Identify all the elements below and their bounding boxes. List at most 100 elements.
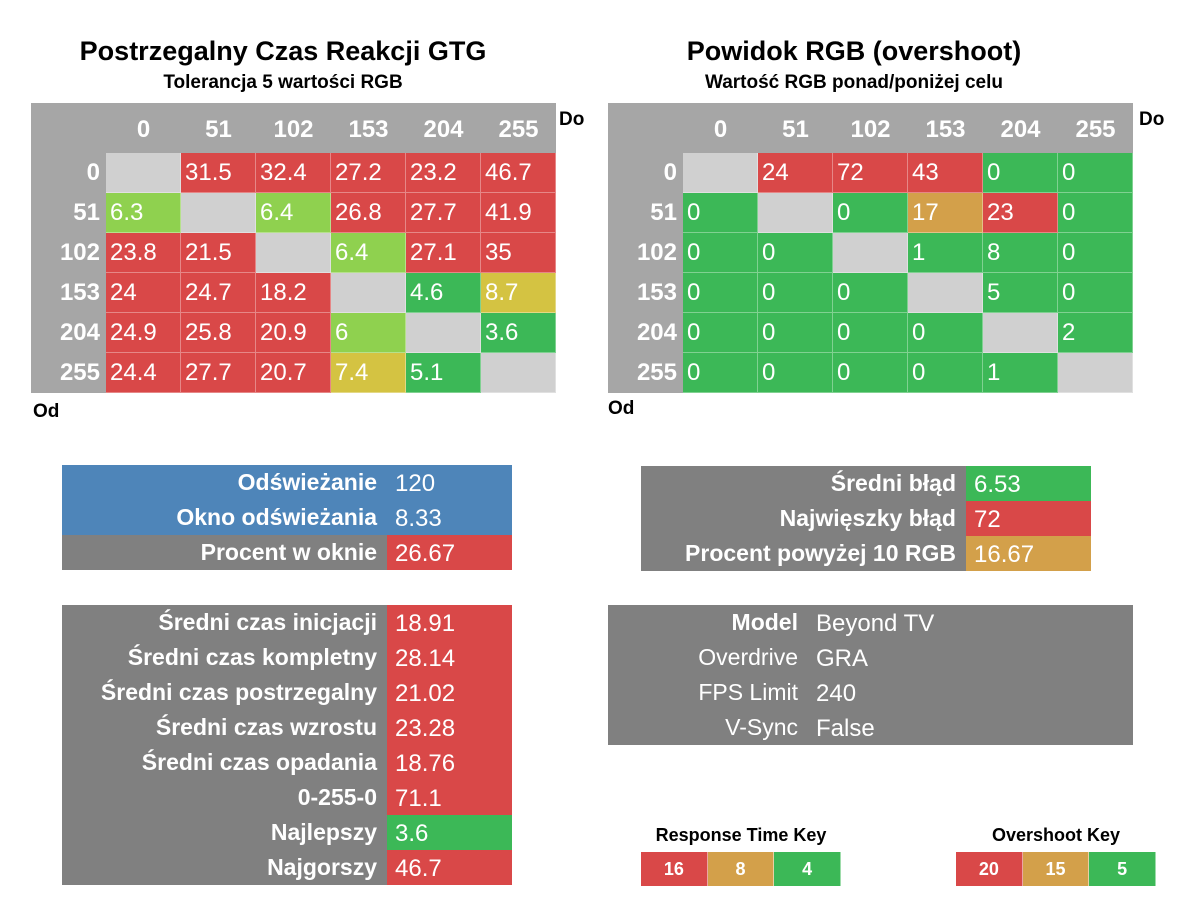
panel-row: Średni czas inicjacji 18.91 <box>62 605 512 640</box>
panel-label: Średni czas wzrostu <box>62 710 387 745</box>
panel-label: Procent w oknie <box>62 535 387 570</box>
row-header: 51 <box>650 199 677 226</box>
heatmap-cell: 0 <box>908 353 983 393</box>
row-header: 153 <box>59 279 100 306</box>
heatmap-cell: 0 <box>758 273 833 313</box>
panel-label: Średni czas kompletny <box>62 640 387 675</box>
panel-label: Procent powyżej 10 RGB <box>641 536 966 571</box>
diagonal-cell <box>833 233 908 273</box>
response-time-key-title: Response Time Key <box>655 825 827 845</box>
key-cell: 4 <box>774 852 841 886</box>
heatmap-cell: 3.6 <box>481 313 556 353</box>
row-header: 0 <box>86 159 100 186</box>
column-header: 153 <box>925 116 966 143</box>
column-header: 102 <box>273 116 314 143</box>
heatmap-cell: 23 <box>983 193 1058 233</box>
overshoot-to-label: Do <box>1139 109 1165 130</box>
column-header: 0 <box>713 116 728 143</box>
panel-row: Okno odświeżania 8.33 <box>62 500 512 535</box>
heatmap-cell: 20.9 <box>256 313 331 353</box>
panel-label: Overdrive <box>608 640 808 675</box>
heatmap-cell: 43 <box>908 153 983 193</box>
row-header: 0 <box>663 159 677 186</box>
column-header: 51 <box>782 116 809 143</box>
heatmap-cell: 27.1 <box>406 233 481 273</box>
overshoot-key-title: Overshoot Key <box>991 825 1121 845</box>
response-time-subtitle: Tolerancja 5 wartości RGB <box>163 72 403 93</box>
panel-row: Średni czas postrzegalny 21.02 <box>62 675 512 710</box>
panel-value: Beyond TV <box>808 605 1133 640</box>
row-header: 204 <box>59 319 100 346</box>
heatmap-cell: 17 <box>908 193 983 233</box>
heatmap-cell: 0 <box>683 313 758 353</box>
heatmap-cell: 6.4 <box>256 193 331 233</box>
panel-label: Okno odświeżania <box>62 500 387 535</box>
diagonal-cell <box>683 153 758 193</box>
panel-value: 71.1 <box>387 780 512 815</box>
overshoot-error-panel: Średni błąd 6.53 Najwięszky błąd 72 Procent … <box>641 466 1091 571</box>
overshoot-title: Powidok RGB (overshoot) <box>686 36 1022 66</box>
panel-row: Procent powyżej 10 RGB 16.67 <box>641 536 1091 571</box>
panel-value: 240 <box>808 675 1133 710</box>
heatmap-cell: 5.1 <box>406 353 481 393</box>
panel-value: 23.28 <box>387 710 512 745</box>
response-time-heatmap: 0 51 102 153 204 255 0 31.5 32.4 27.2 23.2 46.7 51 6.… <box>31 103 556 393</box>
panel-value: 46.7 <box>387 850 512 885</box>
key-cell: 5 <box>1089 852 1156 886</box>
panel-label: Odświeżanie <box>62 465 387 500</box>
column-header: 0 <box>136 116 151 143</box>
heatmap-cell: 27.7 <box>181 353 256 393</box>
column-header: 255 <box>498 116 539 143</box>
heatmap-cell: 4.6 <box>406 273 481 313</box>
heatmap-cell: 6.4 <box>331 233 406 273</box>
response-time-title: Postrzegalny Czas Reakcji GTG <box>79 36 487 66</box>
panel-row: Odświeżanie 120 <box>62 465 512 500</box>
heatmap-cell: 27.7 <box>406 193 481 233</box>
heatmap-cell: 0 <box>1058 153 1133 193</box>
response-time-key: 16 8 4 <box>641 852 841 886</box>
panel-value: 16.67 <box>966 536 1091 571</box>
panel-label: Model <box>608 605 808 640</box>
panel-row: Najwięszky błąd 72 <box>641 501 1091 536</box>
heatmap-cell: 2 <box>1058 313 1133 353</box>
diagonal-cell <box>406 313 481 353</box>
heatmap-cell: 1 <box>983 353 1058 393</box>
heatmap-cell: 0 <box>683 193 758 233</box>
panel-label: Średni błąd <box>641 466 966 501</box>
heatmap-cell: 0 <box>908 313 983 353</box>
heatmap-cell: 7.4 <box>331 353 406 393</box>
heatmap-cell: 27.2 <box>331 153 406 193</box>
heatmap-cell: 6 <box>331 313 406 353</box>
panel-value: 72 <box>966 501 1091 536</box>
heatmap-cell: 0 <box>833 313 908 353</box>
panel-label: 0-255-0 <box>62 780 387 815</box>
diagonal-cell <box>908 273 983 313</box>
panel-label: V-Sync <box>608 710 808 745</box>
panel-row: Najlepszy 3.6 <box>62 815 512 850</box>
heatmap-cell: 23.8 <box>106 233 181 273</box>
heatmap-cell: 5 <box>983 273 1058 313</box>
refresh-panel: Odświeżanie 120 Okno odświeżania 8.33 Procen… <box>62 465 512 570</box>
panel-row: Overdrive GRA <box>608 640 1133 675</box>
panel-row: Najgorszy 46.7 <box>62 850 512 885</box>
key-cell: 8 <box>707 852 775 886</box>
heatmap-cell: 0 <box>758 313 833 353</box>
panel-value: 8.33 <box>387 500 512 535</box>
heatmap-cell: 0 <box>1058 273 1133 313</box>
row-header: 204 <box>636 319 677 346</box>
panel-row: Średni czas kompletny 28.14 <box>62 640 512 675</box>
panel-row: V-Sync False <box>608 710 1133 745</box>
heatmap-cell: 8 <box>983 233 1058 273</box>
overshoot-subtitle: Wartość RGB ponad/poniżej celu <box>704 72 1004 93</box>
heatmap-cell: 0 <box>758 233 833 273</box>
diagonal-cell <box>481 353 556 393</box>
heatmap-cell: 0 <box>1058 193 1133 233</box>
overshoot-from-label: Od <box>608 398 635 419</box>
heatmap-cell: 24 <box>106 273 181 313</box>
heatmap-cell: 0 <box>683 233 758 273</box>
heatmap-cell: 46.7 <box>481 153 556 193</box>
heatmap-cell: 0 <box>833 353 908 393</box>
panel-value: 18.76 <box>387 745 512 780</box>
diagonal-cell <box>331 273 406 313</box>
column-header: 51 <box>205 116 232 143</box>
